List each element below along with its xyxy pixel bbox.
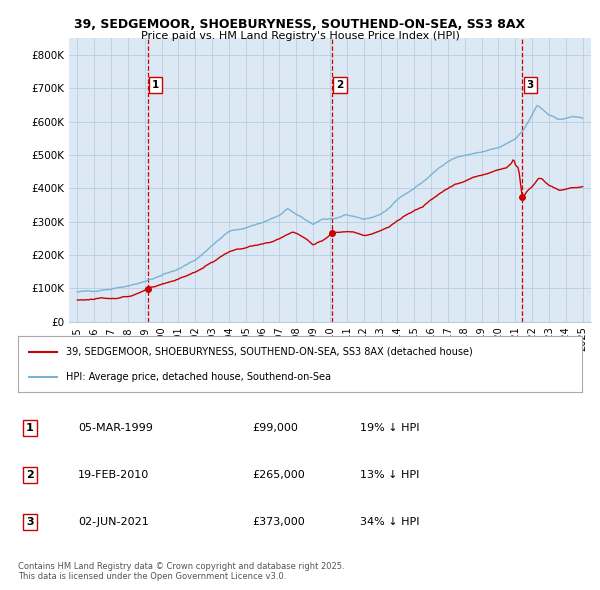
Text: 3: 3 — [26, 517, 34, 527]
Text: £99,000: £99,000 — [252, 423, 298, 432]
Text: 19-FEB-2010: 19-FEB-2010 — [78, 470, 149, 480]
Text: 34% ↓ HPI: 34% ↓ HPI — [360, 517, 419, 527]
Text: £373,000: £373,000 — [252, 517, 305, 527]
Text: 05-MAR-1999: 05-MAR-1999 — [78, 423, 153, 432]
Text: 13% ↓ HPI: 13% ↓ HPI — [360, 470, 419, 480]
Text: 1: 1 — [26, 423, 34, 432]
Text: 39, SEDGEMOOR, SHOEBURYNESS, SOUTHEND-ON-SEA, SS3 8AX (detached house): 39, SEDGEMOOR, SHOEBURYNESS, SOUTHEND-ON… — [66, 347, 473, 357]
Text: 02-JUN-2021: 02-JUN-2021 — [78, 517, 149, 527]
Text: Contains HM Land Registry data © Crown copyright and database right 2025.
This d: Contains HM Land Registry data © Crown c… — [18, 562, 344, 581]
Text: £265,000: £265,000 — [252, 470, 305, 480]
Text: 1: 1 — [152, 80, 159, 90]
Text: 2: 2 — [26, 470, 34, 480]
Text: HPI: Average price, detached house, Southend-on-Sea: HPI: Average price, detached house, Sout… — [66, 372, 331, 382]
Text: 3: 3 — [527, 80, 534, 90]
Text: 39, SEDGEMOOR, SHOEBURYNESS, SOUTHEND-ON-SEA, SS3 8AX: 39, SEDGEMOOR, SHOEBURYNESS, SOUTHEND-ON… — [74, 18, 526, 31]
Text: Price paid vs. HM Land Registry's House Price Index (HPI): Price paid vs. HM Land Registry's House … — [140, 31, 460, 41]
Text: 2: 2 — [337, 80, 344, 90]
Text: 19% ↓ HPI: 19% ↓ HPI — [360, 423, 419, 432]
